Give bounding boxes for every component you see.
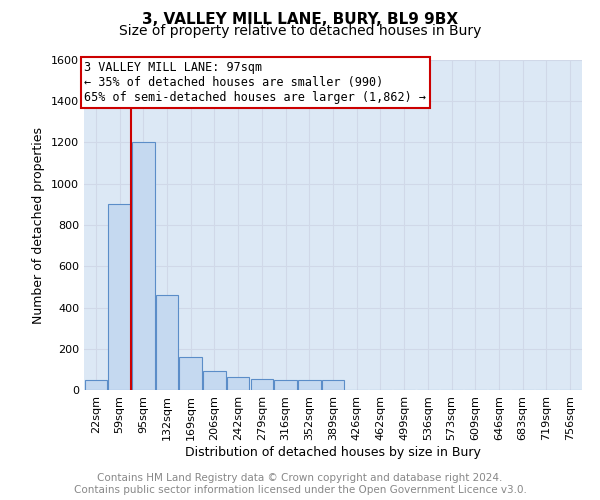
X-axis label: Distribution of detached houses by size in Bury: Distribution of detached houses by size … [185, 446, 481, 458]
Bar [322, 380, 344, 390]
Bar [298, 380, 320, 390]
Bar [156, 295, 178, 390]
Text: 3, VALLEY MILL LANE, BURY, BL9 9BX: 3, VALLEY MILL LANE, BURY, BL9 9BX [142, 12, 458, 28]
Bar [85, 380, 107, 390]
Text: Contains HM Land Registry data © Crown copyright and database right 2024.
Contai: Contains HM Land Registry data © Crown c… [74, 474, 526, 495]
Bar [132, 142, 155, 390]
Text: 3 VALLEY MILL LANE: 97sqm
← 35% of detached houses are smaller (990)
65% of semi: 3 VALLEY MILL LANE: 97sqm ← 35% of detac… [85, 61, 427, 104]
Y-axis label: Number of detached properties: Number of detached properties [32, 126, 46, 324]
Bar [251, 378, 273, 390]
Text: Size of property relative to detached houses in Bury: Size of property relative to detached ho… [119, 24, 481, 38]
Bar [274, 380, 297, 390]
Bar [109, 204, 131, 390]
Bar [227, 376, 250, 390]
Bar [179, 357, 202, 390]
Bar [203, 372, 226, 390]
